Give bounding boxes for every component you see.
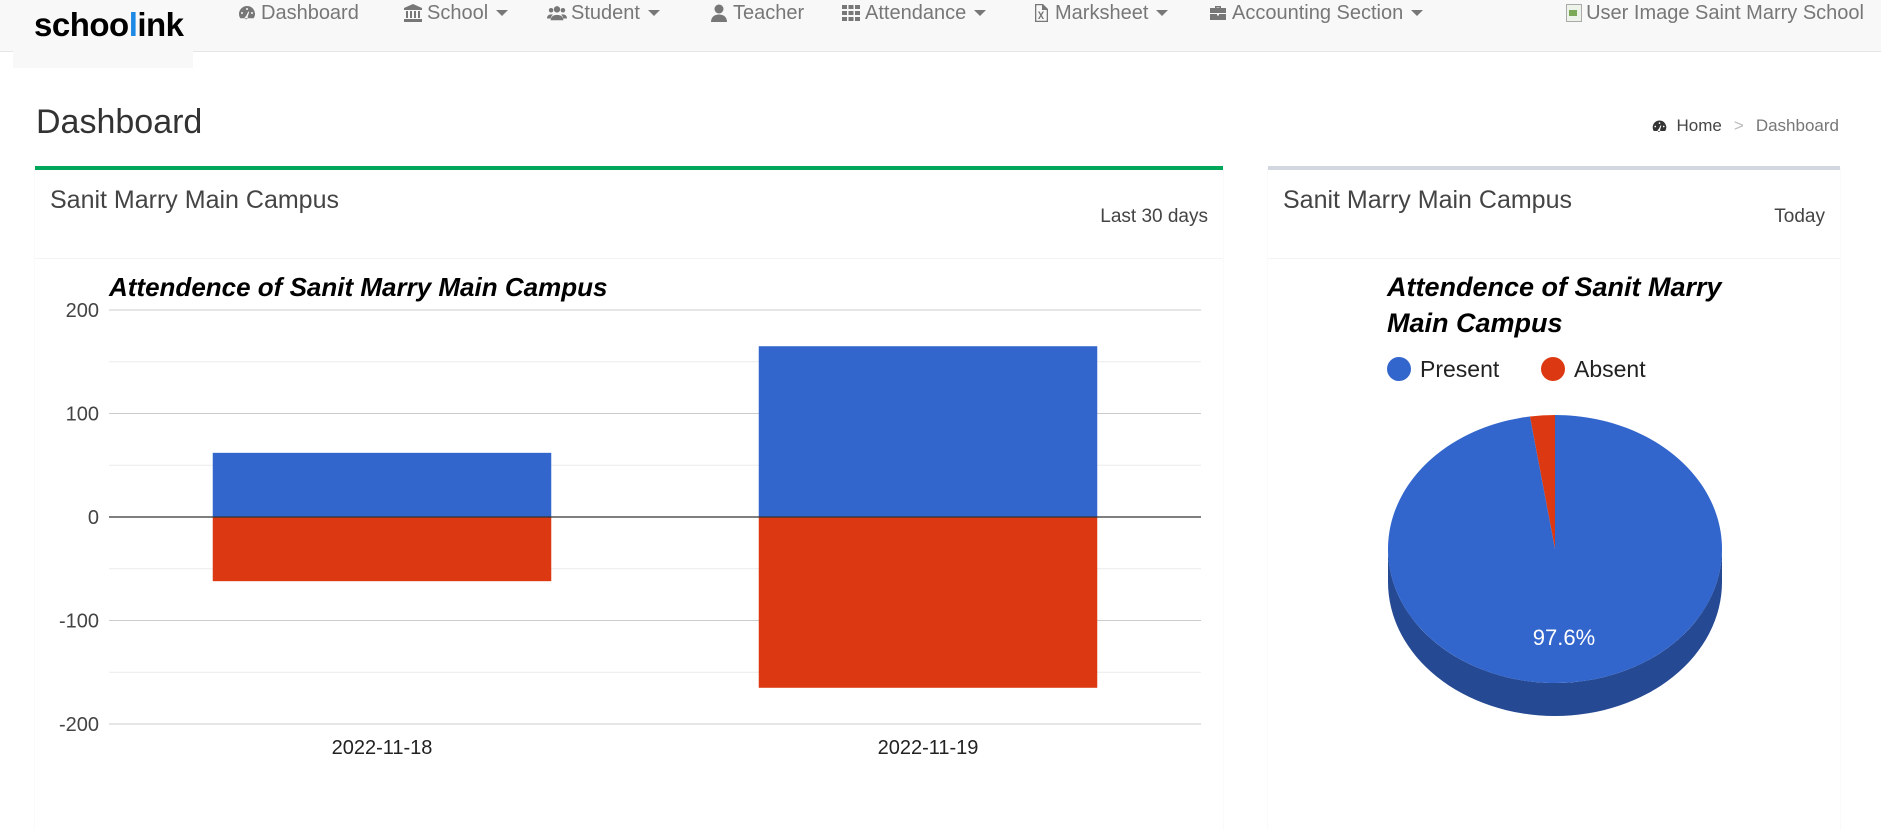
nav-student[interactable]: Student	[547, 0, 660, 26]
nav-teacher[interactable]: Teacher	[709, 0, 804, 26]
chevron-down-icon	[1411, 10, 1424, 16]
nav-marksheet[interactable]: Marksheet	[1031, 0, 1169, 26]
x-tick-label: 2022-11-19	[878, 737, 979, 759]
panel-range-label: Last 30 days	[1100, 206, 1208, 227]
chart-title: Attendence of Sanit Marry Main Campus	[108, 272, 607, 302]
breadcrumb-home-link[interactable]: Home	[1676, 116, 1722, 135]
nav-marksheet-label: Marksheet	[1055, 2, 1149, 24]
bar-absent	[212, 517, 552, 582]
y-tick-label: 100	[66, 404, 99, 426]
nav-student-label: Student	[571, 2, 640, 24]
nav-attendance-label: Attendance	[865, 2, 967, 24]
chevron-down-icon	[647, 10, 660, 16]
panel-range-label: Today	[1774, 206, 1825, 227]
nav-school[interactable]: School	[403, 0, 509, 26]
pie-slice-present	[1388, 415, 1722, 683]
chevron-down-icon	[974, 10, 987, 16]
users-icon	[547, 6, 567, 21]
panel-header: Sanit Marry Main Campus Today	[1268, 170, 1840, 259]
schoolink-logo: schoolink	[34, 6, 184, 43]
breadcrumb-separator: >	[1733, 116, 1744, 135]
bar-present	[212, 452, 552, 517]
breadcrumb: Home > Dashboard	[1650, 116, 1839, 136]
legend-label: Present	[1420, 356, 1500, 382]
broken-image-icon	[1566, 4, 1583, 22]
attendance-today-panel: Sanit Marry Main Campus Today Attendence…	[1268, 166, 1840, 830]
top-navbar: Dashboard School Student Teacher Attenda…	[0, 0, 1881, 52]
page-title: Dashboard	[36, 103, 203, 141]
legend-marker-absent	[1541, 357, 1565, 381]
attendance-bar-chart: Attendence of Sanit Marry Main Campus 200…	[59, 272, 1201, 759]
legend-label: Absent	[1574, 356, 1646, 382]
grid-icon	[842, 5, 860, 21]
chevron-down-icon	[1156, 10, 1169, 16]
attendance-pie-chart: Attendence of Sanit Marry Main Campus Pres…	[1386, 272, 1724, 716]
bar-absent	[758, 517, 1098, 688]
logo-container[interactable]: schoolink	[13, 0, 193, 68]
nav-teacher-label: Teacher	[733, 2, 805, 24]
briefcase-icon	[1210, 6, 1226, 20]
user-image-alt-text: User Image Saint Marry School	[1586, 2, 1864, 24]
user-menu[interactable]: User Image Saint Marry School	[1566, 0, 1864, 26]
nav-dashboard-label: Dashboard	[261, 2, 359, 24]
dashboard-icon	[239, 6, 255, 20]
chart-title-line: Attendence of Sanit Marry	[1386, 272, 1724, 302]
nav-accounting-label: Accounting Section	[1232, 2, 1404, 24]
nav-attendance[interactable]: Attendance	[841, 0, 987, 26]
dashboard-icon	[1652, 120, 1666, 132]
chart-title-line: Main Campus	[1387, 308, 1563, 338]
bar-present	[758, 346, 1098, 517]
panel-title: Sanit Marry Main Campus	[50, 186, 339, 214]
y-tick-label: 200	[66, 300, 99, 322]
y-tick-label: -200	[59, 714, 99, 736]
nav-accounting[interactable]: Accounting Section	[1208, 0, 1424, 26]
nav-dashboard[interactable]: Dashboard	[237, 0, 359, 26]
x-tick-label: 2022-11-18	[332, 737, 433, 759]
pie-slice-absent	[1529, 415, 1555, 549]
panel-header: Sanit Marry Main Campus Last 30 days	[35, 170, 1223, 259]
nav-school-label: School	[427, 2, 489, 24]
user-icon	[711, 4, 727, 22]
attendance-30-days-panel: Sanit Marry Main Campus Last 30 days Att…	[35, 166, 1223, 830]
panel-title: Sanit Marry Main Campus	[1283, 186, 1572, 214]
y-tick-label: -100	[59, 611, 99, 633]
pie-side-present	[1388, 549, 1722, 716]
breadcrumb-current: Dashboard	[1755, 116, 1839, 135]
excel-file-icon	[1035, 4, 1048, 22]
pie-slice-label: 97.6%	[1533, 625, 1595, 650]
institution-icon	[404, 4, 422, 22]
chevron-down-icon	[496, 10, 509, 16]
y-tick-label: 0	[88, 507, 99, 529]
legend-marker-present	[1387, 357, 1411, 381]
